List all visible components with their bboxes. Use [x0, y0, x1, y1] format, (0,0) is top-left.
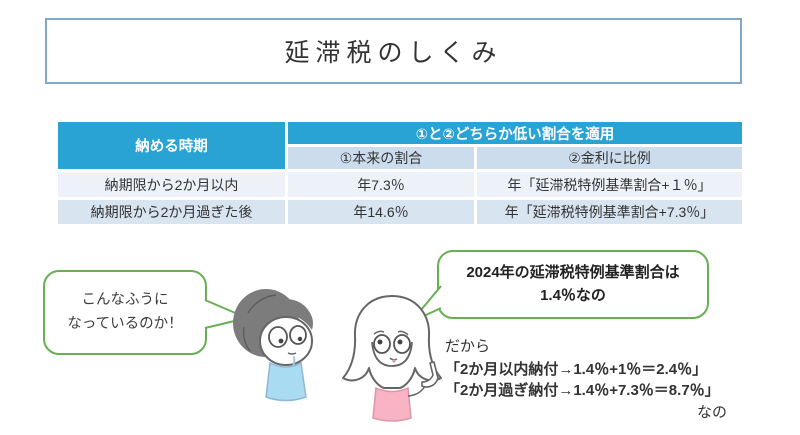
table-header-apply-lower-rate: ①と②どちらか低い割合を適用: [288, 122, 742, 144]
note-intro: だから: [445, 338, 491, 355]
speech-bubble-right-line2: 1.4％なの: [540, 286, 606, 304]
girl-character-icon: [342, 295, 442, 422]
speech-bubble-left-line1: こんなふうに: [81, 292, 169, 309]
title-box: 延滞税のしくみ: [45, 18, 742, 84]
page-title: 延滞税のしくみ: [284, 39, 503, 67]
note-calc-within-2-months: 「2か月以内納付→1.4％+1％＝2.4％」: [445, 361, 708, 379]
speech-bubble-left-line2: なっているのか！: [67, 315, 183, 332]
speech-bubble-left: こんなふうに なっているのか！: [43, 270, 248, 355]
table-row-cell-original-rate: 年7.3％: [288, 172, 474, 197]
note-outro: なの: [696, 403, 727, 421]
table-row-cell-interest-rate: 年「延滞税特例基準割合+7.3％」: [477, 200, 742, 224]
table-row-cell-period: 納期限から2か月過ぎた後: [58, 200, 285, 224]
calculation-note: だから 「2か月以内納付→1.4％+1％＝2.4％」 「2か月過ぎ納付→1.4％…: [445, 337, 767, 423]
table-subheader-original-rate: ①本来の割合: [288, 147, 474, 169]
delinquent-tax-rates-table: 納める時期 ①と②どちらか低い割合を適用 ①本来の割合 ②金利に比例 納期限から…: [58, 122, 742, 224]
boy-character-icon: [233, 289, 313, 402]
table-row-cell-interest-rate: 年「延滞税特例基準割合+１％」: [477, 172, 742, 197]
table-subheader-interest-linked: ②金利に比例: [477, 147, 742, 169]
table-row-cell-original-rate: 年14.6％: [288, 200, 474, 224]
speech-bubble-right: 2024年の延滞税特例基準割合は 1.4％なの: [410, 250, 709, 323]
table-header-period: 納める時期: [58, 122, 285, 169]
speech-bubble-right-line1: 2024年の延滞税特例基準割合は: [466, 264, 680, 281]
table-row-cell-period: 納期限から2か月以内: [58, 172, 285, 197]
note-calc-after-2-months: 「2か月過ぎ納付→1.4％+7.3％＝8.7％」: [445, 381, 720, 399]
